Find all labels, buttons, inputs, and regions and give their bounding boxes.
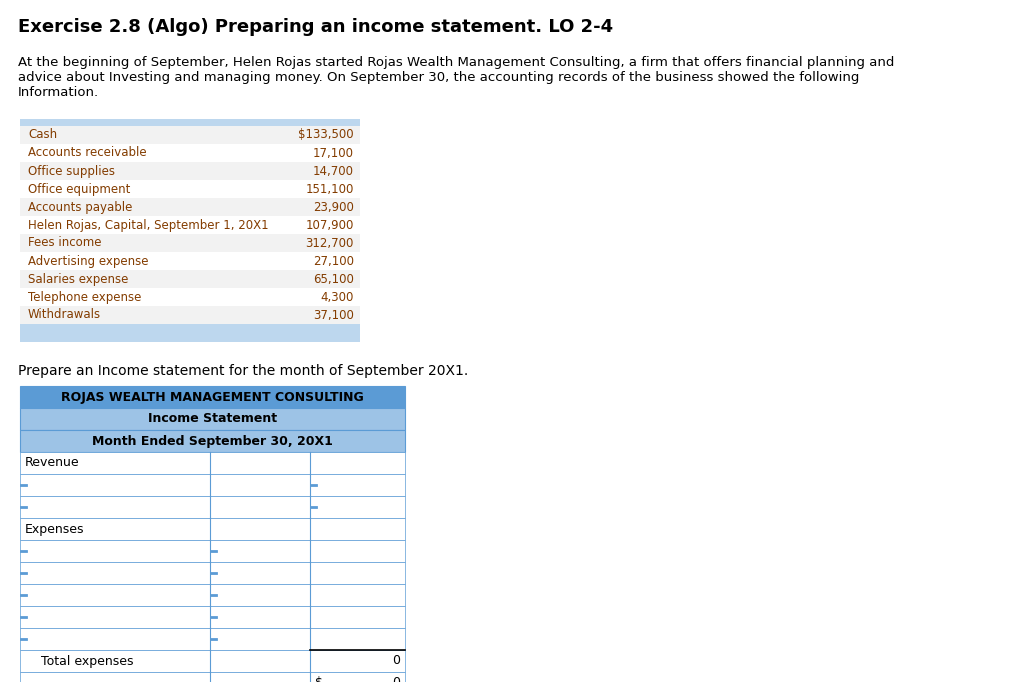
Text: 27,100: 27,100 (313, 254, 354, 267)
Bar (20, 216, 360, 234)
Text: Office equipment: Office equipment (28, 183, 130, 196)
Bar (20, 408, 405, 430)
Bar (20, 180, 360, 198)
Text: Information.: Information. (18, 86, 99, 99)
Bar (20, 540, 405, 562)
Text: 0: 0 (392, 655, 400, 668)
Bar (20, 496, 405, 518)
Text: Helen Rojas, Capital, September 1, 20X1: Helen Rojas, Capital, September 1, 20X1 (28, 218, 269, 231)
Text: Withdrawals: Withdrawals (28, 308, 101, 321)
Text: $: $ (315, 677, 323, 682)
Text: Cash: Cash (28, 128, 57, 141)
Text: 151,100: 151,100 (305, 183, 354, 196)
Bar (20, 606, 405, 628)
Bar (20, 119, 360, 126)
Text: Advertising expense: Advertising expense (28, 254, 148, 267)
Bar (20, 288, 360, 306)
Bar (20, 562, 405, 584)
Bar (20, 650, 405, 672)
Text: Accounts receivable: Accounts receivable (28, 147, 146, 160)
Text: 65,100: 65,100 (313, 273, 354, 286)
Text: Exercise 2.8 (Algo) Preparing an income statement. LO 2-4: Exercise 2.8 (Algo) Preparing an income … (18, 18, 613, 36)
Text: Fees income: Fees income (28, 237, 101, 250)
Bar (20, 270, 360, 288)
Bar (20, 386, 405, 408)
Bar (20, 474, 405, 496)
Text: $133,500: $133,500 (298, 128, 354, 141)
Text: 17,100: 17,100 (313, 147, 354, 160)
Text: 23,900: 23,900 (313, 201, 354, 213)
Bar (20, 126, 360, 144)
Bar (20, 452, 405, 474)
Bar (20, 518, 405, 540)
Text: advice about Investing and managing money. On September 30, the accounting recor: advice about Investing and managing mone… (18, 71, 860, 84)
Bar (20, 430, 405, 452)
Text: ROJAS WEALTH MANAGEMENT CONSULTING: ROJAS WEALTH MANAGEMENT CONSULTING (61, 391, 364, 404)
Bar (20, 324, 360, 342)
Text: 4,300: 4,300 (321, 291, 354, 303)
Text: Total expenses: Total expenses (25, 655, 133, 668)
Text: Income Statement: Income Statement (147, 413, 277, 426)
Bar (20, 672, 405, 682)
Text: Prepare an Income statement for the month of September 20X1.: Prepare an Income statement for the mont… (18, 364, 468, 378)
Bar (20, 234, 360, 252)
Bar (20, 306, 360, 324)
Text: Office supplies: Office supplies (28, 164, 115, 177)
Bar (20, 252, 360, 270)
Text: 107,900: 107,900 (305, 218, 354, 231)
Text: 14,700: 14,700 (313, 164, 354, 177)
Text: Salaries expense: Salaries expense (28, 273, 129, 286)
Text: At the beginning of September, Helen Rojas started Rojas Wealth Management Consu: At the beginning of September, Helen Roj… (18, 56, 894, 69)
Text: Telephone expense: Telephone expense (28, 291, 141, 303)
Text: 37,100: 37,100 (313, 308, 354, 321)
Text: Accounts payable: Accounts payable (28, 201, 132, 213)
Bar (20, 628, 405, 650)
Bar (20, 144, 360, 162)
Bar (20, 584, 405, 606)
Text: Month Ended September 30, 20X1: Month Ended September 30, 20X1 (92, 434, 333, 447)
Bar (20, 198, 360, 216)
Text: Expenses: Expenses (25, 522, 85, 535)
Bar (20, 162, 360, 180)
Text: Revenue: Revenue (25, 456, 79, 469)
Text: 312,700: 312,700 (305, 237, 354, 250)
Text: 0: 0 (392, 677, 400, 682)
